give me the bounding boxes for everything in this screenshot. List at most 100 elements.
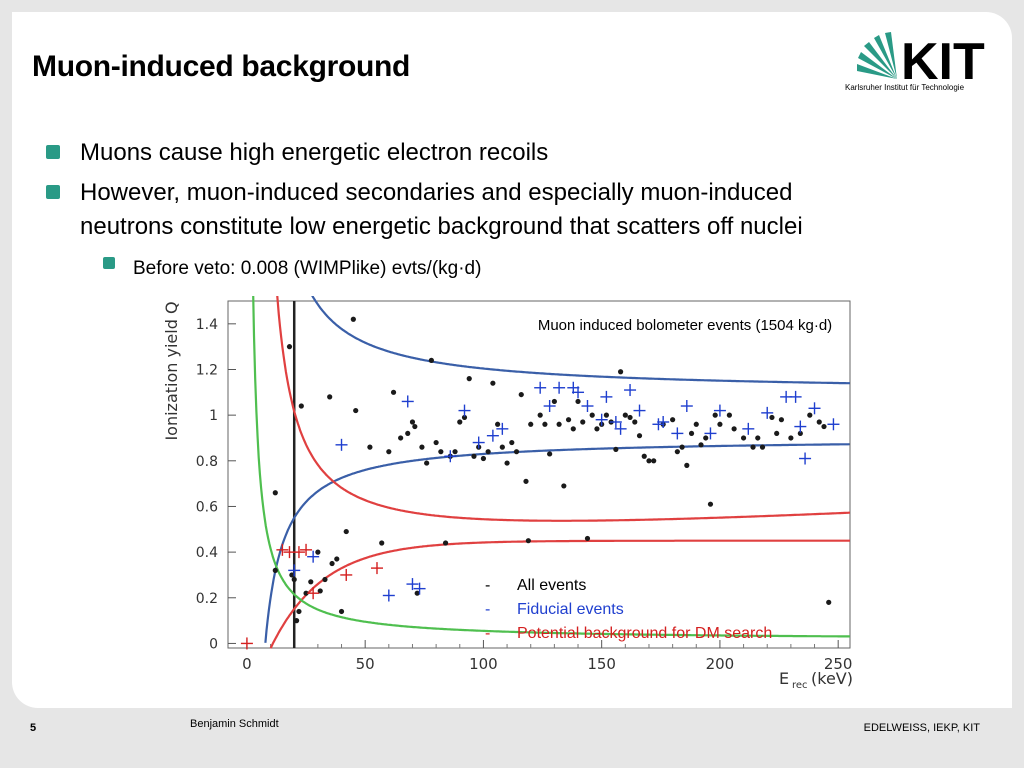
data-point — [433, 439, 439, 446]
data-point-plus — [827, 418, 840, 431]
data-point-plus — [600, 390, 613, 403]
y-axis-label: Ionization yield Q — [162, 301, 181, 440]
data-point — [504, 460, 510, 466]
data-point — [350, 316, 356, 322]
data-point-plus — [300, 543, 313, 556]
data-point — [289, 572, 295, 578]
data-point — [731, 426, 737, 432]
data-point — [338, 608, 345, 615]
chart-plot: 0 50 100 150 200 250 0 0.2 0.4 0.6 0.8 1 1.2 1.4 Muon… — [155, 296, 855, 696]
chart-background — [155, 296, 855, 696]
data-point-plus — [340, 568, 353, 581]
data-point — [636, 433, 643, 439]
data-point-plus — [794, 420, 807, 433]
data-point — [409, 419, 416, 425]
data-point — [570, 426, 576, 432]
data-point — [537, 412, 543, 418]
data-point — [674, 449, 680, 455]
kit-logo-mark: KIT — [857, 32, 985, 91]
curve-red-lower — [269, 539, 850, 649]
data-point — [575, 398, 581, 405]
data-point — [603, 412, 610, 418]
data-point-plus — [382, 589, 395, 602]
data-point — [726, 412, 732, 418]
data-point — [499, 444, 505, 450]
data-point — [769, 414, 775, 421]
data-point-plus — [761, 406, 774, 419]
y-tick-label: 0.6 — [196, 499, 218, 515]
bullet-1-text: Muons cause high energetic electron reco… — [80, 139, 549, 166]
data-point — [632, 419, 638, 425]
data-point — [613, 446, 619, 452]
bullet-2-continued: neutrons constitute low energetic backgr… — [80, 210, 803, 243]
data-point-plus — [572, 386, 585, 399]
data-point — [317, 588, 323, 594]
data-point — [523, 478, 529, 484]
data-point — [438, 449, 444, 455]
chart-marks — [240, 316, 840, 650]
data-point — [525, 538, 531, 544]
data-point-plus — [472, 436, 485, 449]
data-point — [698, 442, 704, 448]
y-tick-label: 0 — [209, 636, 218, 652]
data-point-plus — [713, 404, 726, 417]
data-point — [398, 435, 404, 441]
data-point — [428, 357, 434, 363]
data-point-plus — [406, 578, 419, 591]
data-point-plus — [496, 422, 509, 435]
y-tick-label: 1 — [209, 408, 218, 424]
data-point-plus — [799, 452, 812, 465]
page-title: Muon-induced background — [32, 50, 411, 83]
data-point — [688, 430, 695, 437]
legend-label: All events — [517, 577, 586, 594]
data-point — [518, 391, 524, 398]
data-point — [750, 444, 756, 450]
data-point — [293, 618, 300, 624]
data-point-plus — [335, 438, 348, 451]
data-point-plus — [624, 384, 637, 397]
chart-curves — [252, 296, 850, 649]
data-point-plus — [240, 637, 253, 650]
x-tick-label: 250 — [824, 655, 853, 673]
data-point — [412, 423, 418, 430]
data-point-plus — [595, 413, 608, 426]
data-point — [419, 444, 425, 450]
data-point-plus — [543, 400, 556, 413]
data-point — [807, 412, 813, 418]
data-point — [405, 430, 411, 437]
y-tick-label: 1.2 — [196, 362, 218, 378]
data-point — [452, 449, 458, 455]
data-point — [646, 458, 652, 464]
bullet-1: Muons cause high energetic electron reco… — [46, 136, 549, 169]
data-point — [627, 414, 633, 421]
data-point-plus — [633, 404, 646, 417]
data-point — [622, 412, 628, 418]
data-point — [617, 369, 624, 375]
data-point — [296, 608, 302, 615]
data-point — [774, 430, 780, 437]
data-point — [291, 576, 297, 583]
data-point — [327, 394, 333, 400]
data-point — [308, 579, 314, 585]
data-point — [315, 549, 321, 555]
data-point — [334, 556, 340, 562]
data-point — [826, 599, 832, 605]
data-point-plus — [401, 395, 414, 408]
data-point — [797, 430, 803, 437]
data-point-plus — [458, 404, 471, 417]
bullet-2: However, muon-induced secondaries and es… — [46, 176, 792, 209]
data-point-plus — [288, 564, 301, 577]
bullet-2-text-line-2: neutrons constitute low energetic backgr… — [80, 213, 803, 240]
data-point-plus — [370, 562, 383, 575]
data-point-plus — [486, 429, 499, 442]
data-point-plus — [742, 422, 755, 435]
data-point — [303, 590, 309, 596]
data-point — [580, 419, 586, 425]
data-point — [461, 414, 468, 421]
data-point — [272, 490, 278, 496]
data-point — [471, 453, 477, 459]
data-point — [693, 421, 699, 427]
data-point-plus — [808, 402, 821, 415]
data-point — [707, 501, 714, 507]
data-point — [565, 417, 572, 423]
